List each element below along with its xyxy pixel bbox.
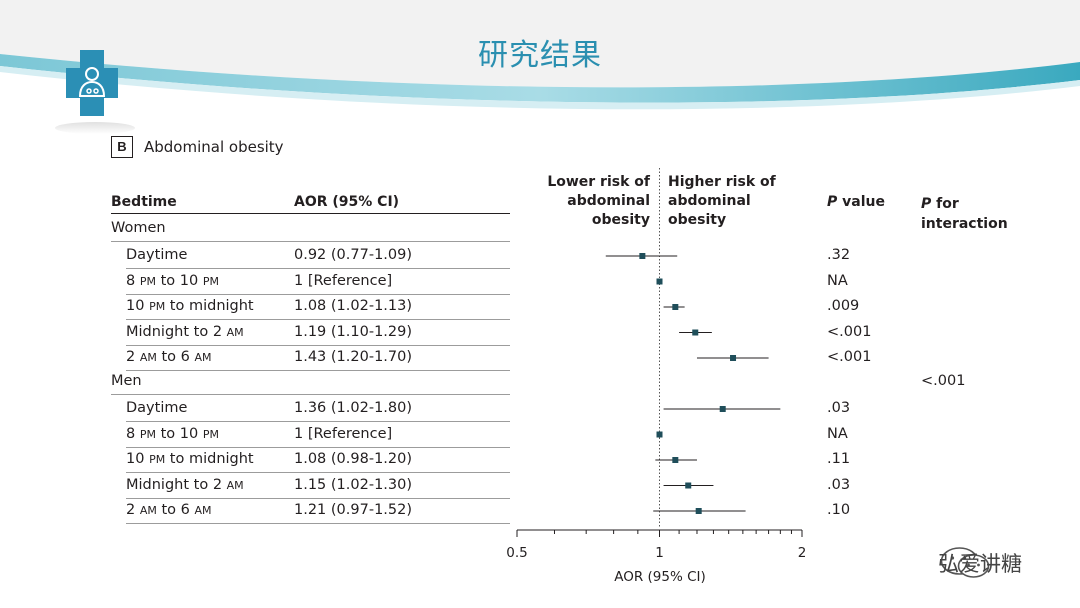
row-p-value: .03 [827, 400, 851, 416]
interaction-rest: for interaction [921, 196, 1008, 232]
row-p-value: .009 [827, 298, 860, 314]
row-p-value: NA [827, 425, 848, 442]
row-separator [126, 370, 510, 371]
row-separator [126, 472, 510, 473]
header-banner [0, 0, 1080, 134]
row-bedtime-label: 2 AM to 6 AM [126, 502, 212, 518]
point-estimate-marker [685, 482, 692, 489]
header-rule [111, 213, 510, 214]
row-separator [126, 268, 510, 269]
row-bedtime-label: 8 PM to 10 PM [126, 272, 219, 289]
wechat-watermark-icon [940, 547, 990, 578]
row-aor-text: 1.43 (1.20-1.70) [294, 349, 413, 365]
x-tick-label: 1 [655, 545, 664, 561]
row-bedtime-label: 10 PM to midnight [126, 451, 254, 467]
row-separator [126, 344, 510, 346]
row-separator [126, 293, 510, 295]
p-rest: value [837, 194, 885, 210]
row-aor-text: 1.15 (1.02-1.30) [294, 476, 413, 493]
row-separator [126, 523, 510, 524]
point-estimate-marker [672, 304, 679, 310]
interaction-p-value: <.001 [921, 373, 966, 389]
interaction-italic: P [921, 196, 932, 212]
point-estimate-marker [719, 406, 726, 412]
row-bedtime-label: Daytime [126, 400, 188, 416]
group-label: Men [111, 373, 142, 389]
point-estimate-marker [656, 278, 663, 285]
row-separator [126, 497, 510, 499]
bedtime-header: Bedtime [111, 194, 177, 210]
row-p-value: .10 [827, 502, 851, 518]
row-p-value: .32 [827, 247, 851, 263]
row-p-value: <.001 [827, 323, 872, 340]
p-value-header: P value [827, 194, 885, 210]
p-italic: P [827, 194, 838, 210]
group-label: Women [111, 220, 166, 236]
row-aor-text: 1 [Reference] [294, 425, 393, 442]
row-aor-text: 1.08 (1.02-1.13) [294, 298, 413, 314]
interaction-header: P for interaction [921, 194, 1011, 234]
point-estimate-marker [639, 253, 646, 259]
row-aor-text: 1.21 (0.97-1.52) [294, 502, 413, 518]
x-tick-label: 0.5 [506, 545, 528, 561]
slide-title: 研究结果 [478, 38, 602, 73]
row-bedtime-label: 10 PM to midnight [126, 298, 254, 314]
row-bedtime-label: 2 AM to 6 AM [126, 349, 212, 365]
point-estimate-marker [656, 431, 663, 438]
lower-risk-label: Lower risk of abdominal obesity [547, 174, 650, 228]
doctor-cross-logo-icon [66, 50, 118, 116]
watermark-text: 弘爱讲糖 [938, 552, 1022, 576]
row-p-value: NA [827, 272, 848, 289]
row-p-value: <.001 [827, 349, 872, 365]
x-tick-label: 2 [797, 545, 807, 561]
row-bedtime-label: Midnight to 2 AM [126, 476, 244, 493]
row-bedtime-label: Midnight to 2 AM [126, 323, 244, 340]
x-axis-label: AOR (95% CI) [614, 569, 706, 585]
point-estimate-marker [730, 355, 737, 361]
row-separator [126, 319, 510, 320]
point-estimate-marker [692, 329, 699, 336]
group-separator [111, 394, 510, 395]
row-aor-text: 1.36 (1.02-1.80) [294, 400, 413, 416]
row-separator [126, 446, 510, 448]
group-separator [111, 241, 510, 242]
row-separator [126, 421, 510, 422]
row-p-value: .03 [827, 476, 851, 493]
panel-letter: B [111, 136, 133, 158]
point-estimate-marker [672, 457, 679, 463]
row-bedtime-label: Daytime [126, 247, 188, 263]
row-bedtime-label: 8 PM to 10 PM [126, 425, 219, 442]
panel-title: Abdominal obesity [144, 138, 284, 156]
row-aor-text: 1.19 (1.10-1.29) [294, 323, 413, 340]
point-estimate-marker [695, 508, 702, 514]
row-aor-text: 1.08 (0.98-1.20) [294, 451, 413, 467]
row-aor-text: 1 [Reference] [294, 272, 393, 289]
row-aor-text: 0.92 (0.77-1.09) [294, 247, 413, 263]
aor-header: AOR (95% CI) [294, 194, 400, 210]
row-p-value: .11 [827, 451, 851, 467]
higher-risk-label: Higher risk of abdominal obesity [668, 174, 776, 228]
